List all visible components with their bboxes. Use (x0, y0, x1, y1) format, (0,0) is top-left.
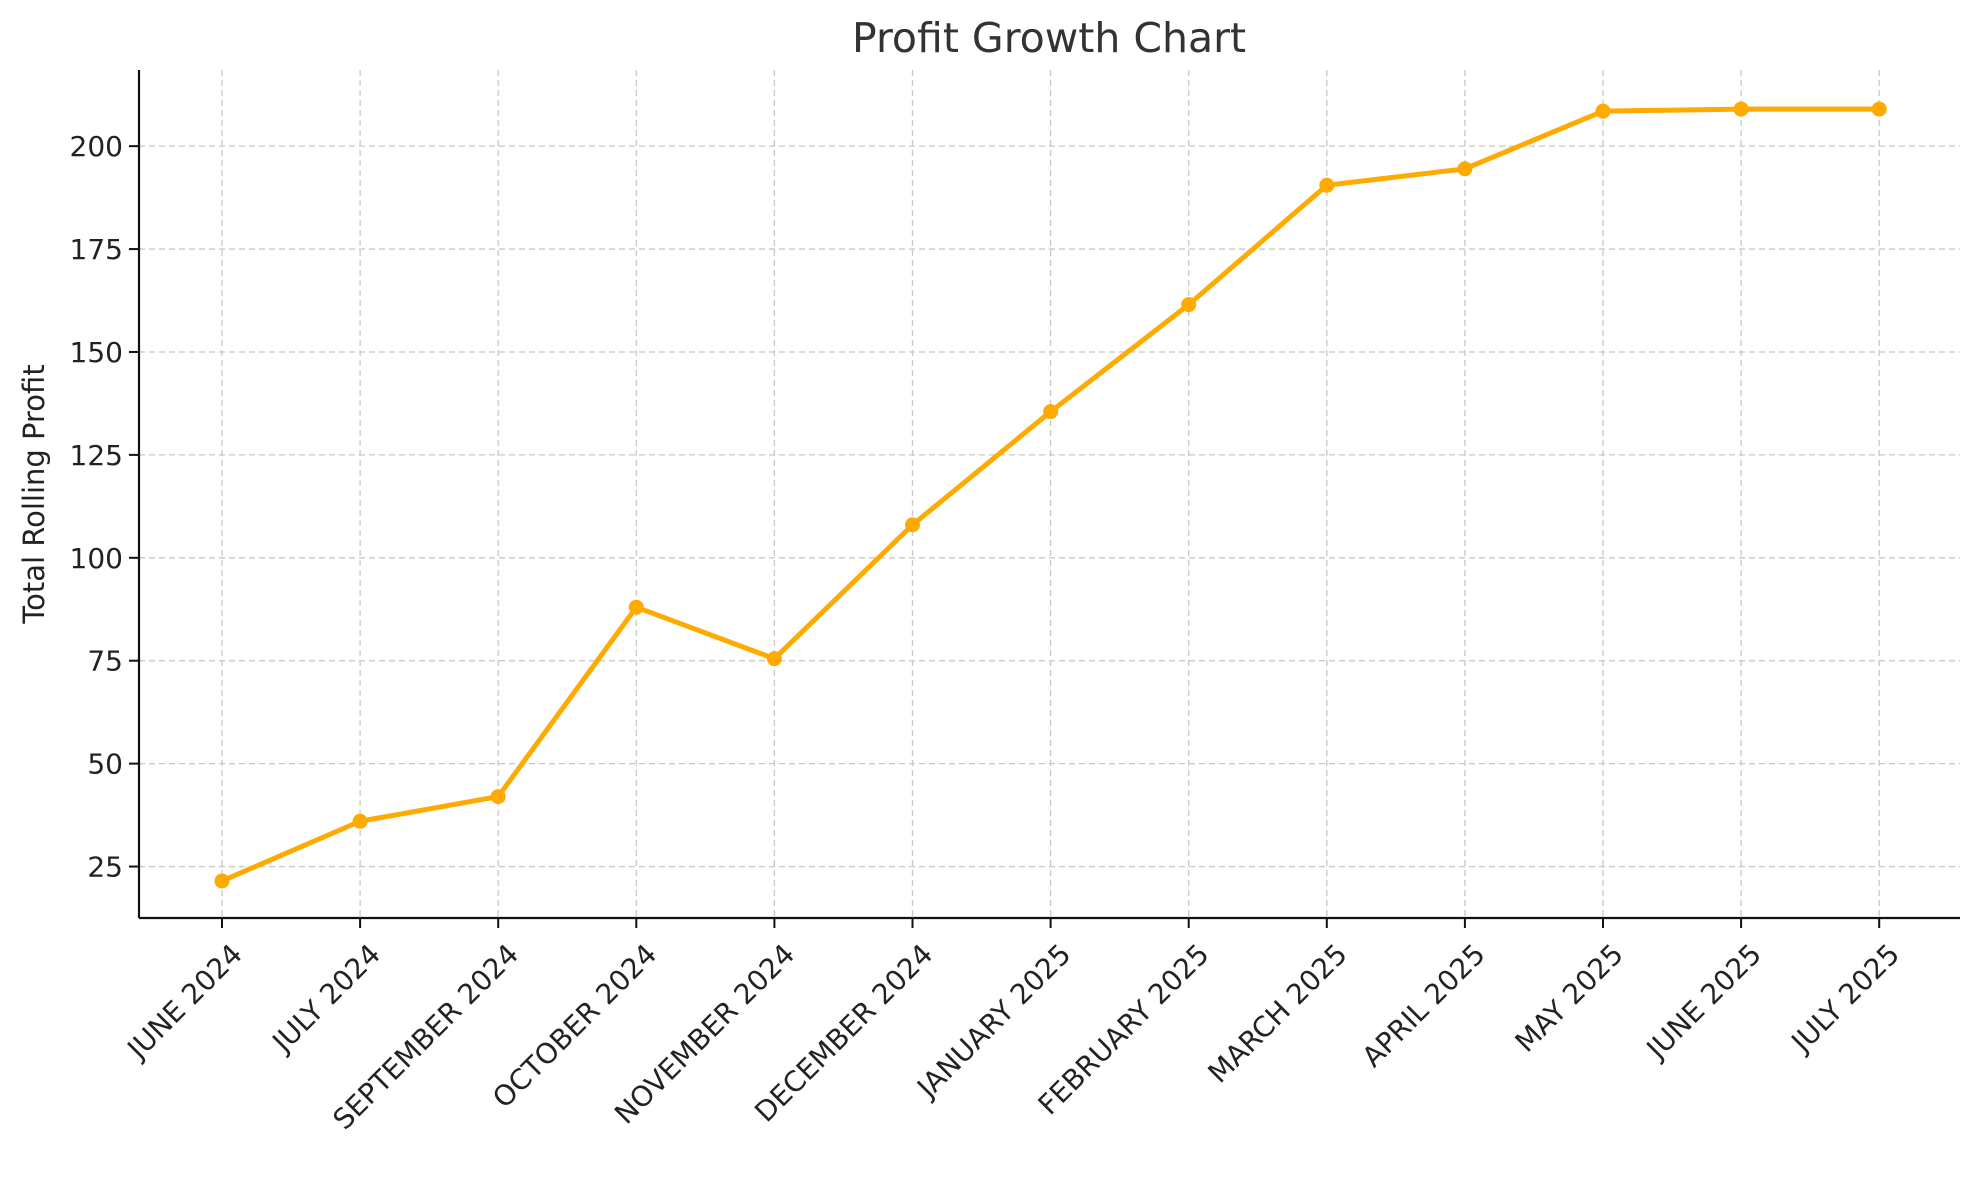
y-tick-label: 125 (70, 439, 123, 472)
grid (139, 70, 1960, 918)
data-point (1181, 297, 1197, 313)
x-tick-label: JULY 2024 (265, 937, 387, 1059)
data-point (628, 599, 644, 615)
x-tick-label: JULY 2025 (1784, 937, 1906, 1059)
x-tick-label: MARCH 2025 (1201, 937, 1353, 1089)
data-point (1319, 177, 1335, 193)
y-axis-label: Total Rolling Profit (17, 364, 51, 624)
data-point (1871, 101, 1887, 117)
y-tick-label: 100 (70, 542, 123, 575)
data-point (1595, 103, 1611, 119)
data-point (1733, 101, 1749, 117)
y-tick-label: 200 (70, 130, 123, 163)
data-point (1043, 404, 1059, 420)
data-point (214, 873, 230, 889)
x-tick-label: JUNE 2024 (120, 937, 249, 1066)
x-tick-label: APRIL 2025 (1356, 937, 1492, 1073)
y-tick-label: 50 (87, 748, 123, 781)
y-tick-label: 25 (87, 851, 123, 884)
data-point (905, 517, 920, 533)
data-point (766, 651, 782, 667)
series (214, 101, 1887, 889)
y-tick-label: 150 (70, 336, 123, 369)
data-point (1457, 161, 1473, 177)
y-tick-label: 175 (70, 233, 123, 266)
x-tick-label: MAY 2025 (1509, 937, 1630, 1058)
y-tick-label: 75 (87, 645, 123, 678)
data-point (490, 789, 506, 805)
data-point (352, 813, 368, 829)
chart-title: Profit Growth Chart (852, 14, 1246, 62)
x-tick-label: JUNE 2025 (1639, 937, 1768, 1066)
